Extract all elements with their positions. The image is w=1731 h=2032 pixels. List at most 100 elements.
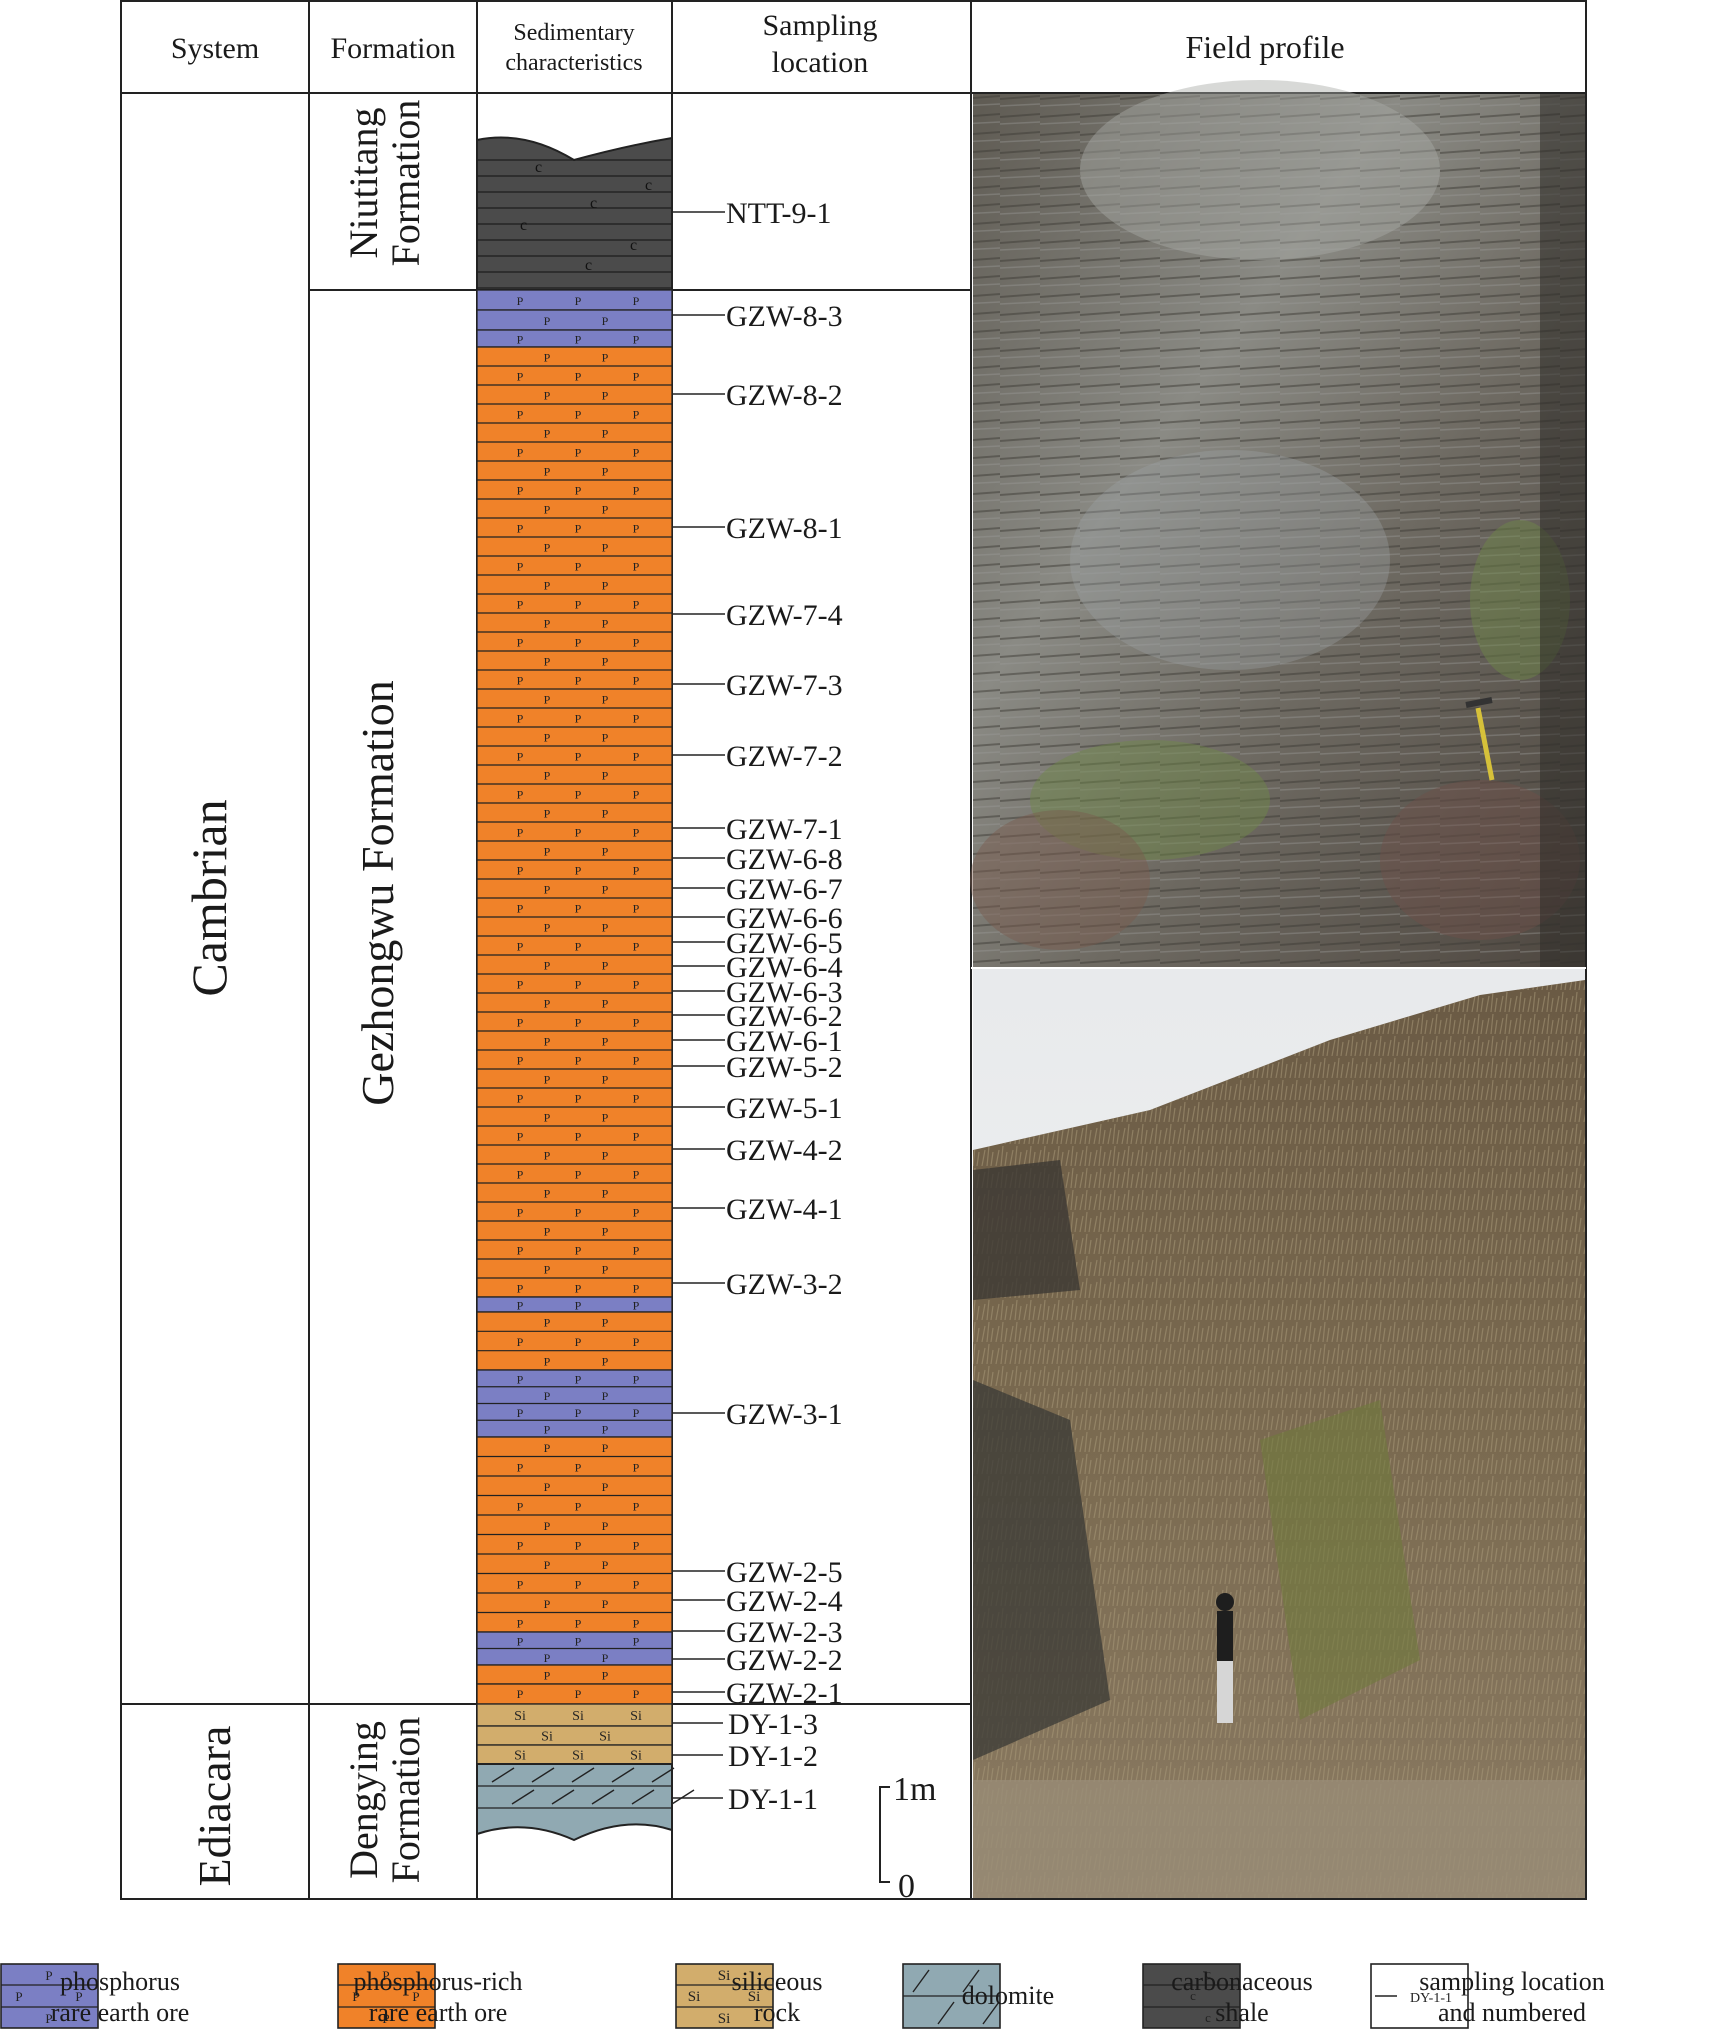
phosphorus-symbol: P: [517, 864, 524, 878]
phosphorus-symbol: P: [517, 1577, 524, 1591]
phosphorus-symbol: P: [517, 1299, 524, 1313]
phosphorus-symbol: P: [544, 1480, 551, 1494]
phosphorus-symbol: P: [544, 427, 551, 441]
siliceous-symbol: Si: [630, 1749, 642, 1764]
phosphorus-symbol: P: [517, 1538, 524, 1552]
phosphorus-symbol: P: [633, 598, 640, 612]
sample-label: GZW-2-4: [726, 1585, 843, 1618]
phosphorus-symbol: P: [602, 883, 609, 897]
formation-dengying: Dengying Formation: [341, 1717, 428, 1884]
phosphorus-symbol: P: [633, 674, 640, 688]
legend-label: siliceous: [732, 1967, 823, 1996]
legend-sample-example: DY-1-1: [1410, 1991, 1452, 2006]
phosphorus-symbol: P: [575, 1054, 582, 1068]
phosphorus-symbol: P: [633, 1054, 640, 1068]
phosphorus-symbol: P: [575, 1634, 582, 1648]
phosphorus-symbol: P: [575, 333, 582, 347]
legend-symbol: c: [1205, 2010, 1211, 2025]
phosphorus-symbol: P: [544, 1225, 551, 1239]
phosphorus-symbol: P: [544, 1389, 551, 1403]
phosphorus-symbol: P: [544, 1423, 551, 1437]
phosphorus-symbol: P: [575, 978, 582, 992]
phosphorus-symbol: P: [544, 883, 551, 897]
phosphorus-symbol: P: [575, 864, 582, 878]
phosphorus-symbol: P: [544, 845, 551, 859]
layer-dolomite: [476, 1763, 673, 1842]
phosphorus-symbol: P: [517, 522, 524, 536]
dolomite-symbol: [551, 1789, 575, 1805]
header-sampling-line1: Sampling: [762, 9, 877, 42]
phosphorus-symbol: P: [544, 1597, 551, 1611]
phosphorus-symbol: P: [517, 1282, 524, 1296]
phosphorus-symbol: P: [544, 541, 551, 555]
phosphorus-symbol: P: [517, 1406, 524, 1420]
phosphorus-symbol: P: [602, 541, 609, 555]
phosphorus-symbol: P: [544, 959, 551, 973]
legend-symbol: P: [382, 2011, 389, 2026]
phosphorus-symbol: P: [575, 940, 582, 954]
phosphorus-symbol: P: [602, 845, 609, 859]
header-sampling-line2: location: [772, 46, 869, 79]
phosphorus-symbol: P: [517, 333, 524, 347]
legend-swatch: [1142, 1963, 1241, 2029]
phosphorus-symbol: P: [517, 370, 524, 384]
legend-symbol: Si: [718, 1968, 731, 1984]
phosphorus-symbol: P: [602, 1389, 609, 1403]
phosphorus-symbol: P: [602, 503, 609, 517]
carbonaceous-symbol: c: [520, 217, 527, 234]
phosphorus-symbol: P: [544, 1316, 551, 1330]
phosphorus-symbol: P: [602, 1111, 609, 1125]
legend-symbol: P: [45, 1968, 52, 1983]
phosphorus-symbol: P: [517, 1016, 524, 1030]
phosphorus-symbol: P: [633, 446, 640, 460]
phosphorus-symbol: P: [602, 1441, 609, 1455]
phosphorus-symbol: P: [517, 636, 524, 650]
phosphorus-symbol: P: [544, 1519, 551, 1533]
phosphorus-symbol: P: [575, 712, 582, 726]
phosphorus-symbol: P: [575, 1016, 582, 1030]
sample-label: GZW-8-2: [726, 379, 843, 412]
sample-label: GZW-5-2: [726, 1051, 843, 1084]
phosphorus-symbol: P: [544, 351, 551, 365]
sample-label: GZW-4-1: [726, 1193, 843, 1226]
phosphorus-symbol: P: [575, 636, 582, 650]
phosphorus-symbol: P: [602, 1073, 609, 1087]
layer-phosphorus-ore: [476, 309, 673, 331]
phosphorus-symbol: P: [575, 1538, 582, 1552]
legend-swatch: [1370, 1963, 1469, 2029]
phosphorus-symbol: P: [633, 1206, 640, 1220]
sample-label: GZW-7-3: [726, 669, 843, 702]
formation-gezhongwu: Gezhongwu Formation: [352, 680, 403, 1105]
phosphorus-symbol: P: [633, 294, 640, 308]
legend-label: sampling location: [1419, 1967, 1605, 1996]
phosphorus-symbol: P: [544, 1149, 551, 1163]
phosphorus-symbol: P: [544, 1354, 551, 1368]
sample-label: GZW-6-6: [726, 902, 843, 935]
phosphorus-symbol: P: [517, 1687, 524, 1701]
phosphorus-symbol: P: [602, 1669, 609, 1683]
phosphorus-symbol: P: [633, 940, 640, 954]
phosphorus-symbol: P: [575, 1168, 582, 1182]
scale-bar: 1m 0: [879, 1771, 936, 1905]
phosphorus-symbol: P: [575, 826, 582, 840]
phosphorus-symbol: P: [633, 712, 640, 726]
sample-label: GZW-5-1: [726, 1092, 843, 1125]
phosphorus-symbol: P: [602, 959, 609, 973]
phosphorus-symbol: P: [633, 1634, 640, 1648]
sample-label: DY-1-2: [728, 1740, 818, 1773]
phosphorus-symbol: P: [517, 788, 524, 802]
legend-swatch: [0, 1963, 99, 2029]
phosphorus-symbol: P: [633, 1372, 640, 1386]
phosphorus-symbol: P: [544, 769, 551, 783]
legend-label: rock: [754, 1998, 800, 2027]
sample-label: GZW-6-5: [726, 927, 843, 960]
dolomite-symbol: [571, 1767, 595, 1783]
scale-top-label: 1m: [893, 1771, 936, 1808]
phosphorus-symbol: P: [633, 788, 640, 802]
phosphorus-symbol: P: [602, 465, 609, 479]
phosphorus-symbol: P: [602, 1316, 609, 1330]
legend-symbol: c: [1205, 1966, 1211, 1981]
phosphorus-symbol: P: [575, 1130, 582, 1144]
sample-label: GZW-2-3: [726, 1616, 843, 1649]
phosphorus-symbol: P: [633, 1499, 640, 1513]
